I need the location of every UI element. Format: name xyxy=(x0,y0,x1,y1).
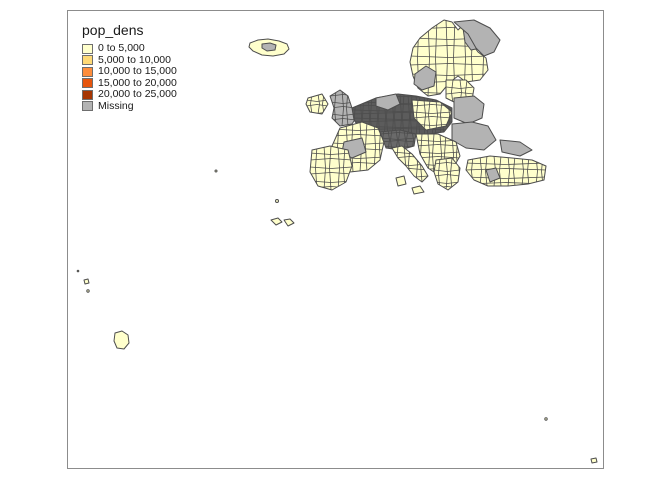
iceland-inner-region xyxy=(261,42,277,52)
reunion-island xyxy=(544,417,548,421)
legend-title: pop_dens xyxy=(82,22,144,38)
sardinia-region xyxy=(395,175,407,187)
legend-swatch xyxy=(82,89,93,100)
french-guiana-region xyxy=(113,330,130,350)
sicily-region xyxy=(411,185,425,195)
legend-swatch xyxy=(82,66,93,77)
indian-ocean-island-region xyxy=(590,457,598,464)
greece-region xyxy=(433,157,461,191)
legend-swatch xyxy=(82,78,93,89)
ireland-region xyxy=(305,93,329,115)
great-britain-region xyxy=(329,89,357,127)
legend-label: 5,000 to 10,000 xyxy=(98,53,171,66)
madeira-island xyxy=(214,169,218,173)
legend-label: Missing xyxy=(98,99,134,112)
legend-label: 20,000 to 25,000 xyxy=(98,88,177,100)
legend-item: 10,000 to 15,000 xyxy=(82,65,177,78)
canary-island xyxy=(275,199,279,203)
legend: pop_dens 0 to 5,000 5,000 to 10,000 10,0… xyxy=(82,22,177,112)
azores-small-island xyxy=(86,289,90,293)
canary-islands-region xyxy=(270,217,283,226)
azores-island-region xyxy=(83,278,90,285)
turkey-inner-missing-region xyxy=(485,167,501,183)
legend-item: Missing xyxy=(82,99,177,113)
map-frame xyxy=(67,10,604,469)
norway-south-missing-region xyxy=(413,65,437,91)
canary-islands-east-region xyxy=(283,218,295,227)
denmark-region xyxy=(375,93,401,111)
legend-item: 0 to 5,000 xyxy=(82,42,177,55)
legend-item: 5,000 to 10,000 xyxy=(82,53,177,67)
azores-west-island xyxy=(76,269,80,273)
georgia-region xyxy=(499,139,533,157)
legend-label: 15,000 to 20,000 xyxy=(98,76,177,89)
turkey-region xyxy=(465,155,547,187)
legend-label: 10,000 to 15,000 xyxy=(98,65,177,77)
legend-label: 0 to 5,000 xyxy=(98,42,145,54)
legend-swatch xyxy=(82,55,93,66)
legend-swatch xyxy=(82,101,93,112)
iberia-region xyxy=(309,145,353,191)
italy-region xyxy=(391,145,429,183)
legend-item: 20,000 to 25,000 xyxy=(82,88,177,101)
legend-item: 15,000 to 20,000 xyxy=(82,76,177,90)
legend-items: 0 to 5,000 5,000 to 10,000 10,000 to 15,… xyxy=(82,42,177,113)
belarus-region xyxy=(453,95,485,125)
russia-north-region xyxy=(453,19,501,57)
ukraine-region xyxy=(451,121,497,151)
legend-swatch xyxy=(82,43,93,54)
